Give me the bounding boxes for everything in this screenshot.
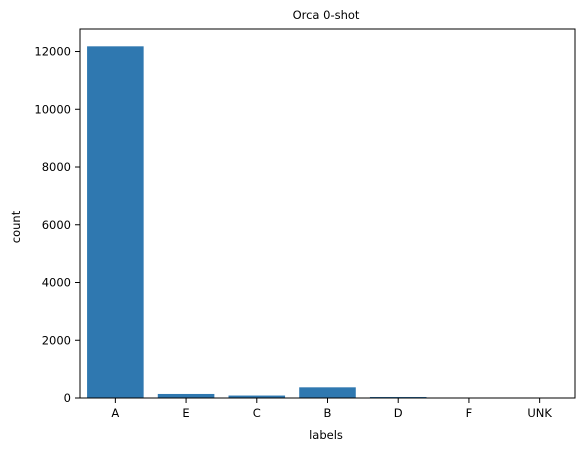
axes-frame [79, 28, 576, 399]
y-tick-label: 4000 [42, 276, 71, 290]
bar-a [87, 46, 144, 398]
y-tick-label: 2000 [42, 333, 71, 347]
bar-e [157, 393, 215, 398]
x-tick-label: F [466, 406, 473, 420]
y-tick-label: 8000 [42, 160, 71, 174]
chart-title: Orca 0-shot [293, 8, 360, 22]
x-tick-label: A [111, 406, 119, 420]
y-tick-label: 12000 [34, 45, 71, 59]
x-tick-label: B [324, 406, 332, 420]
bar-b [299, 387, 356, 398]
x-tick-label: UNK [527, 406, 552, 420]
y-tick-label: 0 [64, 391, 71, 405]
x-tick-label: C [253, 406, 261, 420]
y-axis-label: count [9, 210, 23, 243]
x-tick-label: D [394, 406, 403, 420]
bar-d [369, 396, 427, 398]
x-tick-label: E [182, 406, 189, 420]
plot-area: A E C B D F UNK 0 2000 4000 6000 8000 10000 12000 [34, 28, 576, 420]
y-tick-label: 10000 [34, 102, 71, 116]
y-tick-label: 6000 [42, 218, 71, 232]
x-axis-label: labels [309, 428, 343, 442]
bar-c [228, 395, 286, 398]
